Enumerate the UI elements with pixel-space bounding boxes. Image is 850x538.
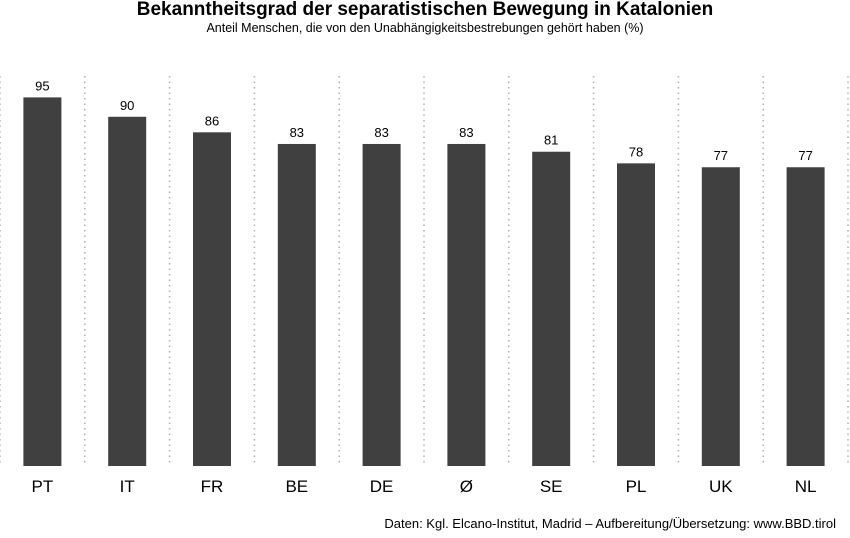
data-label: 86 bbox=[205, 113, 219, 128]
x-tick-label: BE bbox=[285, 477, 308, 496]
data-label: 77 bbox=[714, 148, 728, 163]
x-tick-label: PL bbox=[626, 477, 647, 496]
data-label: 83 bbox=[374, 125, 388, 140]
chart-title: Bekanntheitsgrad der separatistischen Be… bbox=[136, 0, 714, 20]
bar-be bbox=[277, 143, 316, 466]
bar-ø bbox=[447, 143, 486, 466]
data-label: 90 bbox=[120, 98, 134, 113]
data-label: 81 bbox=[544, 133, 558, 148]
x-tick-label: DE bbox=[370, 477, 394, 496]
bar-pl bbox=[617, 163, 655, 467]
x-tick-label: FR bbox=[201, 477, 224, 496]
bar-se bbox=[532, 151, 571, 466]
x-tick-label: Ø bbox=[460, 477, 473, 496]
bar-uk bbox=[701, 167, 740, 467]
data-label: 83 bbox=[459, 125, 473, 140]
chart-subtitle: Anteil Menschen, die von den Unabhängigk… bbox=[206, 21, 644, 35]
bar-de bbox=[362, 143, 401, 466]
bar-it bbox=[108, 116, 147, 467]
bar-nl bbox=[786, 167, 825, 467]
x-tick-label: PT bbox=[32, 477, 54, 496]
source-note: Daten: Kgl. Elcano-Institut, Madrid – Au… bbox=[384, 516, 836, 531]
x-tick-label: UK bbox=[709, 477, 733, 496]
bar-fr bbox=[193, 132, 231, 466]
data-label: 83 bbox=[290, 125, 304, 140]
data-label: 77 bbox=[798, 148, 812, 163]
x-tick-label: NL bbox=[795, 477, 817, 496]
bar-pt bbox=[23, 97, 62, 467]
data-label: 95 bbox=[35, 78, 49, 93]
x-tick-label: IT bbox=[120, 477, 135, 496]
x-tick-label: SE bbox=[540, 477, 563, 496]
data-label: 78 bbox=[629, 144, 643, 159]
